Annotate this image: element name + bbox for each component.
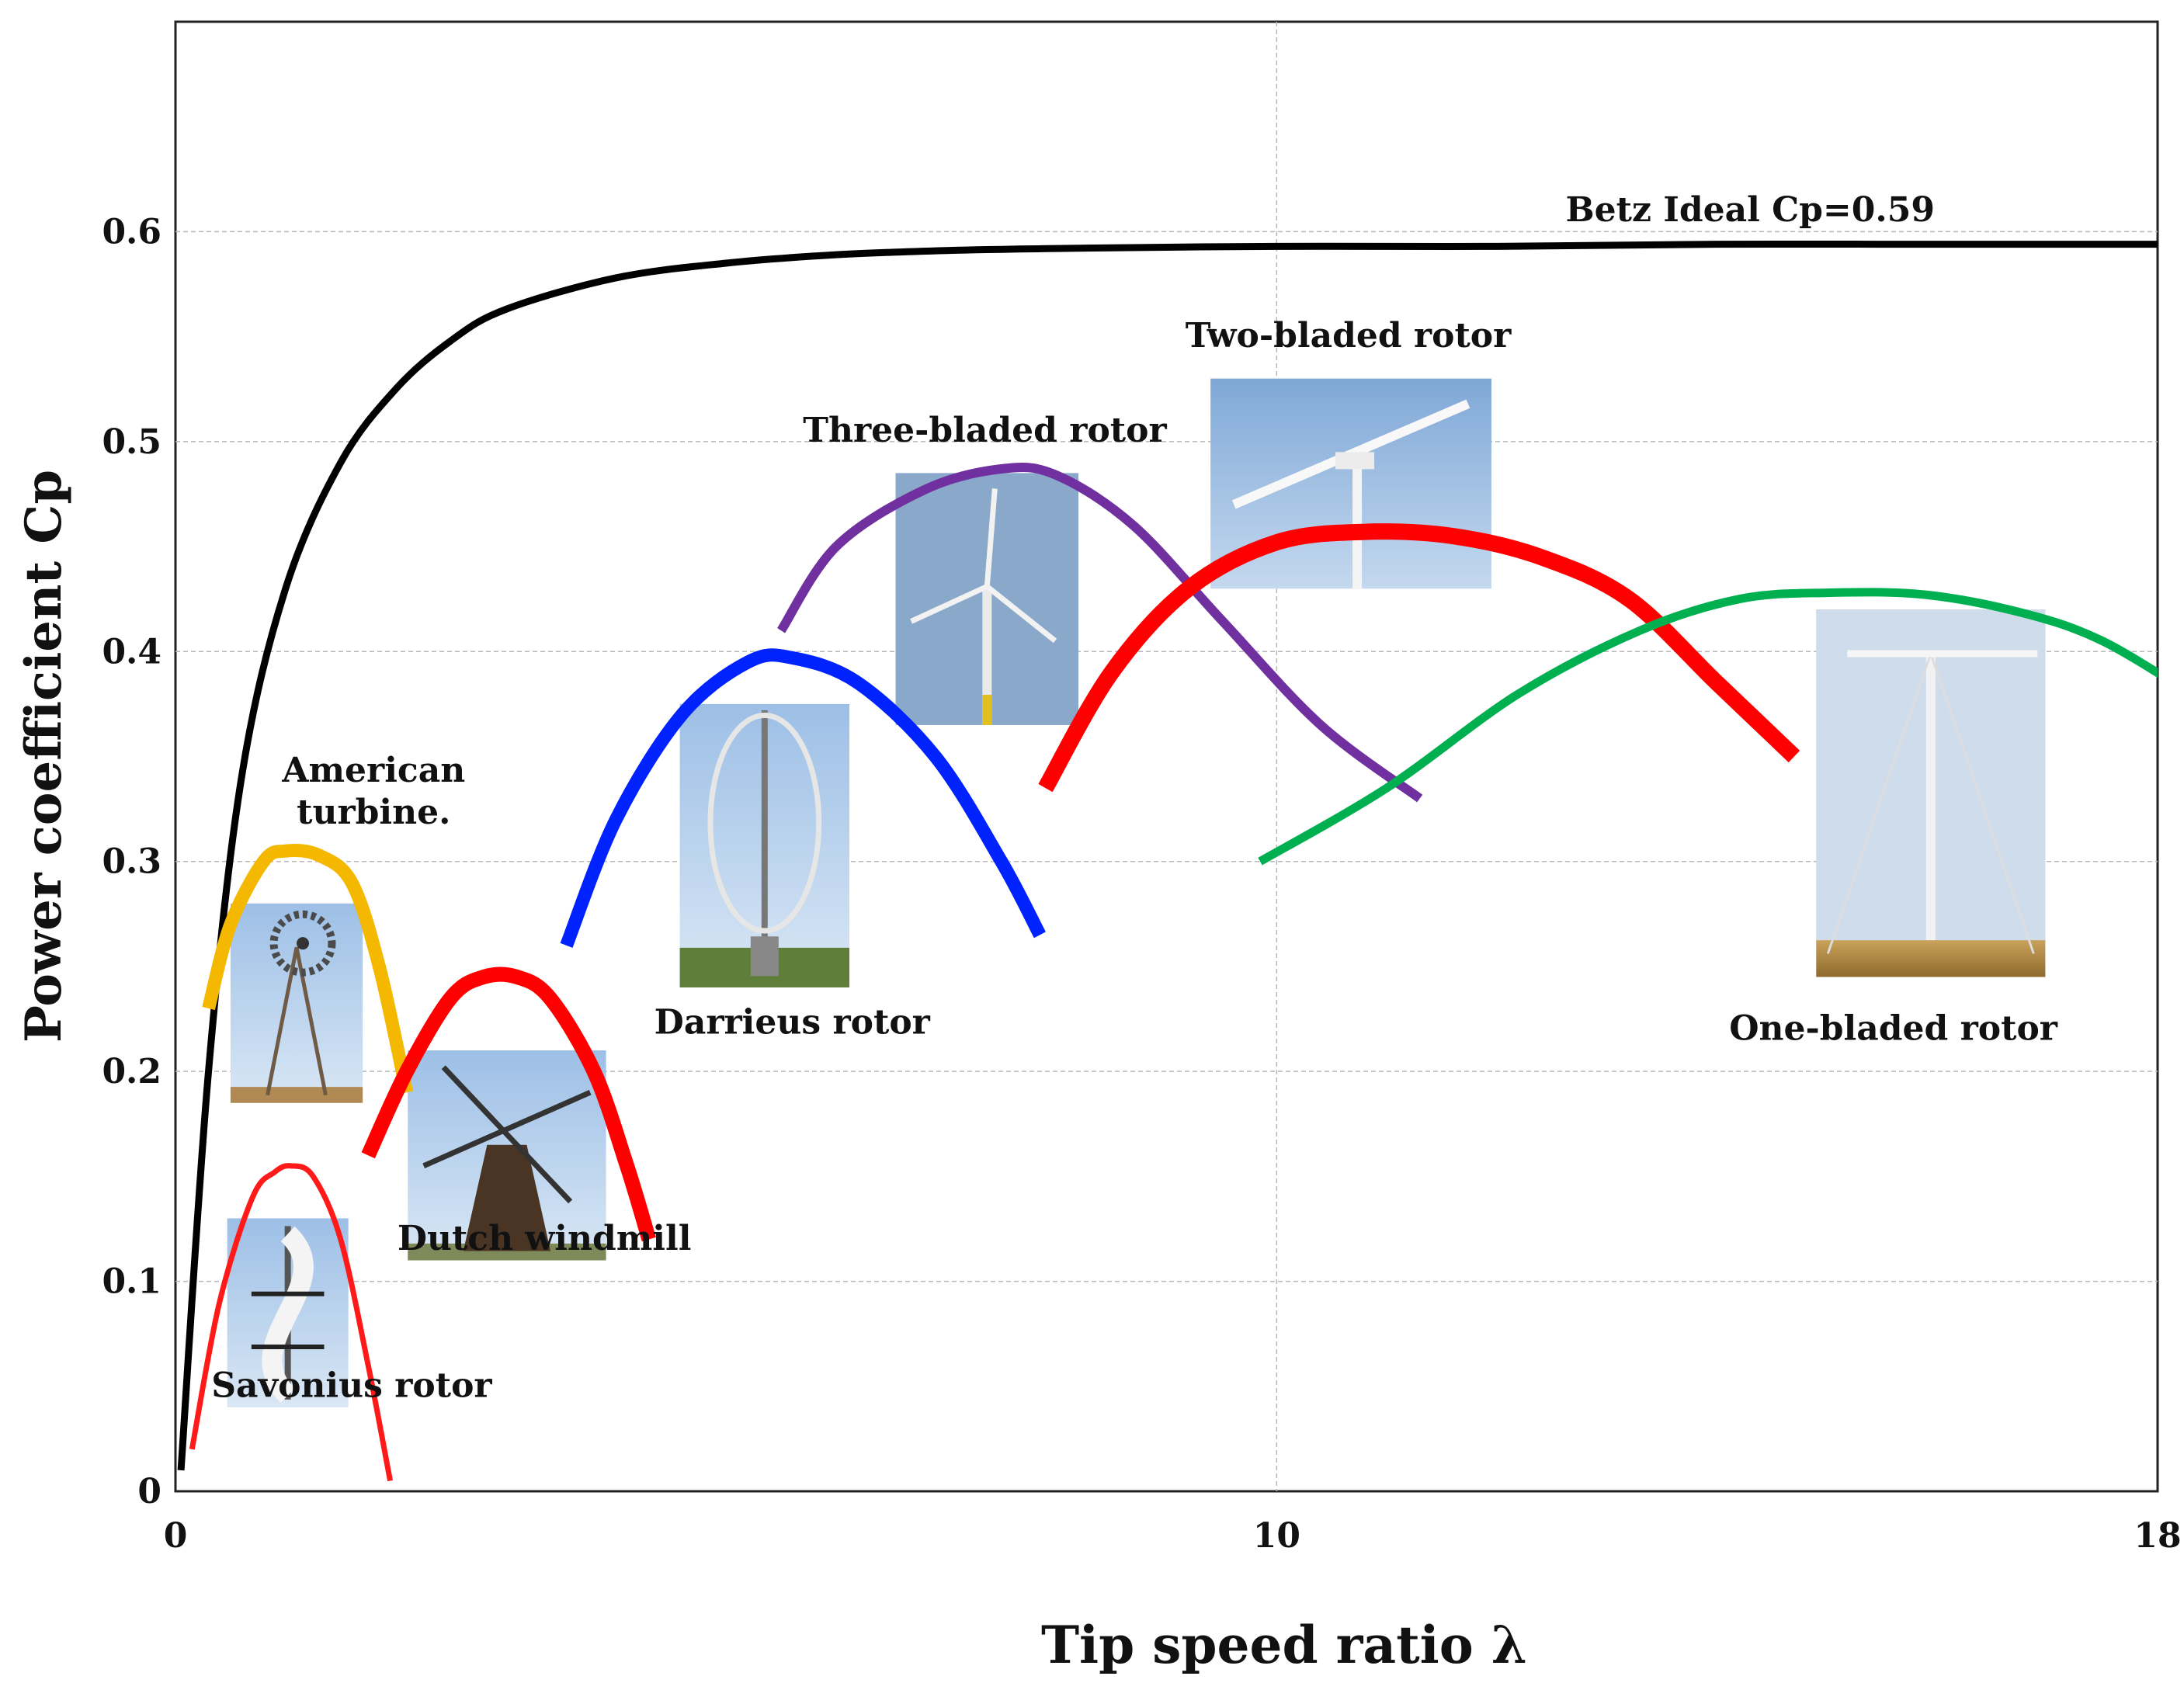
three-bladed-photo: [895, 473, 1079, 725]
series-line-darrieus-rotor: [560, 648, 1046, 948]
series-line-savonius-rotor: [189, 1163, 394, 1482]
y-tick-label: 0.2: [102, 1052, 161, 1091]
annotation-label: Darrieus rotor: [655, 1002, 931, 1042]
x-tick-label: 18: [2134, 1516, 2181, 1556]
tick-layer: 0 0.1 0.2 0.3 0.4 0.5 0.6 0 10 18: [102, 212, 2181, 1556]
annotation-label: Two-bladed rotor: [1186, 316, 1512, 356]
darrieus-photo: [679, 703, 850, 987]
savonius-photo: [227, 1218, 349, 1407]
series-line-american-turbine: [202, 844, 414, 1095]
x-tick-label: 0: [164, 1516, 188, 1556]
series-line-betz-ideal-cp-0-59: [177, 240, 2158, 1471]
annotation-label: Betz Ideal Cp=0.59: [1565, 190, 1935, 230]
annotation-layer: Betz Ideal Cp=0.59 Two-bladed rotor Three-…: [211, 190, 2058, 1405]
one-bladed-photo: [1816, 609, 2046, 977]
y-tick-label: 0.3: [102, 842, 161, 882]
y-axis-title: Power coefficient Cp: [15, 470, 73, 1043]
y-tick-label: 0.6: [102, 212, 161, 252]
y-tick-label: 0: [137, 1472, 161, 1511]
dutch-windmill-photo: [408, 1050, 606, 1261]
series-line-dutch-windmill: [361, 966, 656, 1242]
y-tick-label: 0.4: [102, 632, 161, 671]
annotation-label: American: [281, 751, 465, 790]
annotation-label: Savonius rotor: [211, 1366, 492, 1405]
annotation-label: One-bladed rotor: [1729, 1009, 2058, 1049]
annotation-label: turbine.: [297, 793, 450, 832]
annotation-label: Dutch windmill: [398, 1219, 692, 1258]
series-line-one-bladed-rotor: [1258, 588, 2158, 866]
american-turbine-photo: [230, 903, 363, 1103]
series-line-two-bladed-rotor: [1038, 523, 1800, 793]
series-layer: [177, 240, 2158, 1482]
x-axis-title: Tip speed ratio λ: [1041, 1615, 1527, 1675]
photo-layer: [227, 378, 2046, 1407]
series-line-three-bladed-rotor: [777, 463, 1423, 803]
annotation-label: Three-bladed rotor: [803, 411, 1167, 450]
y-tick-label: 0.1: [102, 1262, 161, 1302]
y-tick-label: 0.5: [102, 422, 161, 462]
x-tick-label: 10: [1253, 1516, 1300, 1556]
